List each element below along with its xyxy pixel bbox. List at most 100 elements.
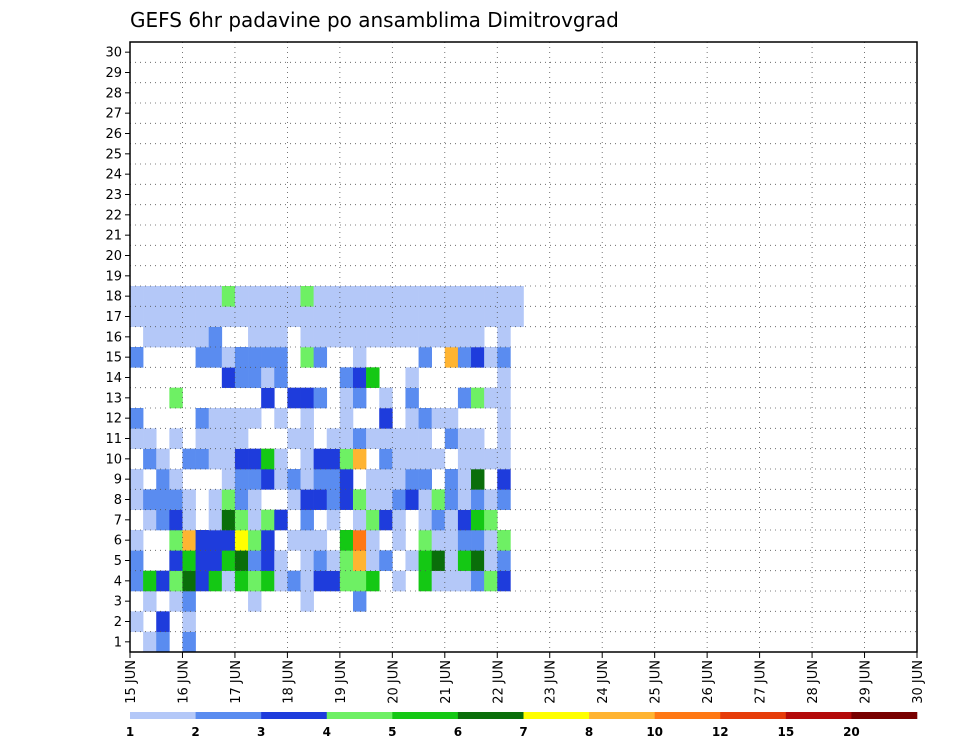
heatmap-cell bbox=[143, 570, 157, 592]
heatmap-cell bbox=[444, 530, 459, 551]
heatmap-cell bbox=[510, 286, 524, 307]
x-tick-label: 22 JUN bbox=[491, 660, 506, 704]
heatmap-cell bbox=[339, 550, 354, 571]
heatmap-cell bbox=[208, 326, 223, 348]
heatmap-cell bbox=[366, 286, 380, 307]
legend-swatch bbox=[326, 712, 393, 719]
y-tick-label: 28 bbox=[105, 86, 122, 101]
heatmap-cell bbox=[444, 347, 459, 368]
heatmap-cell bbox=[366, 469, 380, 490]
heatmap-cell bbox=[221, 347, 236, 368]
heatmap-cell bbox=[261, 448, 275, 470]
heatmap-cell bbox=[457, 326, 472, 348]
heatmap-cell bbox=[156, 286, 170, 307]
heatmap-cell bbox=[418, 530, 432, 551]
heatmap-cell bbox=[457, 509, 472, 531]
heatmap-cell bbox=[339, 306, 354, 327]
heatmap-cell bbox=[471, 469, 485, 490]
heatmap-cell bbox=[208, 550, 223, 571]
heatmap-cell bbox=[169, 387, 183, 409]
heatmap-cell bbox=[484, 306, 498, 327]
heatmap-cell bbox=[418, 286, 432, 307]
heatmap-cell bbox=[339, 428, 354, 449]
heatmap-cell bbox=[195, 530, 209, 551]
y-tick-label: 25 bbox=[105, 147, 122, 162]
heatmap-cell bbox=[366, 509, 380, 531]
heatmap-cell bbox=[392, 489, 406, 510]
heatmap-cell bbox=[339, 286, 354, 307]
heatmap-cell bbox=[248, 347, 262, 368]
heatmap-cell bbox=[484, 448, 498, 470]
heatmap-cell bbox=[143, 591, 157, 612]
heatmap-cell bbox=[405, 367, 419, 388]
heatmap-cell bbox=[352, 530, 367, 551]
heatmap-cell bbox=[405, 428, 419, 449]
heatmap-cell bbox=[182, 591, 196, 612]
heatmap-cell bbox=[457, 387, 472, 409]
heatmap-cell bbox=[248, 530, 262, 551]
heatmap-cell bbox=[300, 489, 314, 510]
heatmap-cell bbox=[182, 631, 196, 653]
heatmap-cell bbox=[444, 570, 459, 592]
heatmap-cell bbox=[300, 509, 314, 531]
heatmap-cell bbox=[392, 469, 406, 490]
heatmap-cell bbox=[444, 408, 459, 429]
heatmap-cell bbox=[339, 448, 354, 470]
heatmap-cell bbox=[248, 509, 262, 531]
heatmap-cell bbox=[208, 408, 223, 429]
heatmap-cell bbox=[143, 448, 157, 470]
heatmap-cell bbox=[208, 286, 223, 307]
heatmap-cell bbox=[484, 387, 498, 409]
heatmap-cell bbox=[248, 286, 262, 307]
y-tick-label: 16 bbox=[105, 330, 122, 345]
heatmap-cell bbox=[392, 286, 406, 307]
heatmap-cell bbox=[195, 408, 209, 429]
legend-swatch bbox=[851, 712, 918, 719]
legend-label: 6 bbox=[454, 725, 462, 739]
heatmap-cell bbox=[457, 286, 472, 307]
heatmap-cell bbox=[287, 306, 301, 327]
heatmap-cell bbox=[471, 326, 485, 348]
heatmap-cell bbox=[300, 306, 314, 327]
heatmap-cell bbox=[274, 469, 288, 490]
legend-swatch bbox=[785, 712, 852, 719]
heatmap-cell bbox=[195, 550, 209, 571]
heatmap-cell bbox=[392, 570, 406, 592]
heatmap-cell bbox=[484, 570, 498, 592]
x-tick-label: 17 JUN bbox=[229, 660, 244, 704]
y-tick-label: 1 bbox=[114, 635, 122, 650]
heatmap-cell bbox=[261, 550, 275, 571]
y-tick-label: 6 bbox=[114, 534, 122, 549]
heatmap-cell bbox=[379, 428, 393, 449]
heatmap-cell bbox=[221, 489, 236, 510]
heatmap-cell bbox=[234, 347, 249, 368]
heatmap-cell bbox=[366, 326, 380, 348]
heatmap-cell bbox=[274, 550, 288, 571]
heatmap-cell bbox=[497, 326, 511, 348]
y-tick-label: 4 bbox=[114, 574, 122, 589]
y-axis: 1234567891011121314151617181920212223242… bbox=[105, 46, 130, 650]
heatmap-cell bbox=[405, 448, 419, 470]
heatmap-cell bbox=[248, 591, 262, 612]
heatmap-cell bbox=[182, 509, 196, 531]
heatmap-cell bbox=[169, 509, 183, 531]
heatmap-cell bbox=[379, 387, 393, 409]
heatmap-cell bbox=[392, 306, 406, 327]
heatmap-cell bbox=[418, 570, 432, 592]
x-tick-label: 23 JUN bbox=[544, 660, 559, 704]
heatmap-cell bbox=[130, 347, 144, 368]
y-tick-label: 27 bbox=[105, 107, 122, 122]
heatmap-cell bbox=[352, 326, 367, 348]
heatmap-cell bbox=[339, 469, 354, 490]
heatmap-cell bbox=[130, 408, 144, 429]
heatmap-cell bbox=[234, 509, 249, 531]
heatmap-cell bbox=[130, 306, 144, 327]
heatmap-cell bbox=[352, 550, 367, 571]
legend-label: 8 bbox=[585, 725, 593, 739]
heatmap-cell bbox=[352, 509, 367, 531]
heatmap-cell bbox=[287, 469, 301, 490]
heatmap-cell bbox=[379, 550, 393, 571]
heatmap-cell bbox=[366, 367, 380, 388]
chart-title: GEFS 6hr padavine po ansamblima Dimitrov… bbox=[130, 8, 619, 32]
heatmap-cell bbox=[274, 367, 288, 388]
